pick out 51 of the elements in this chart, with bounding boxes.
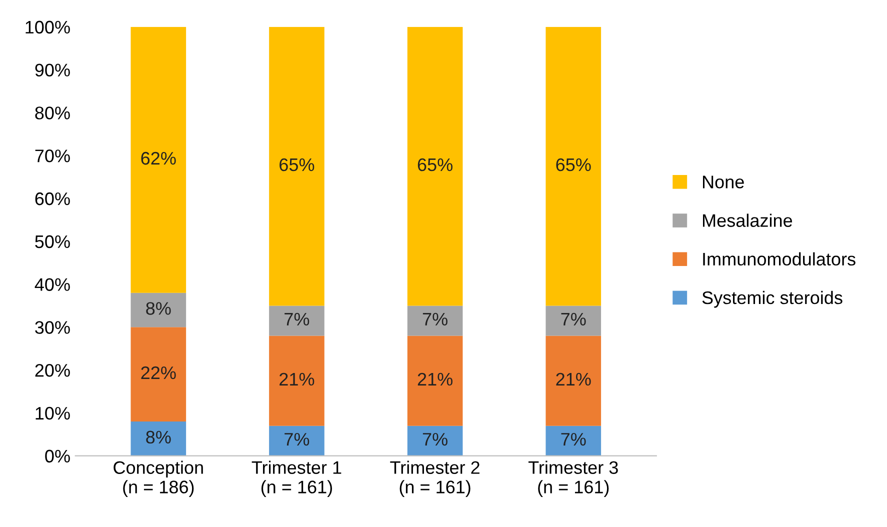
data-label: 8% [146, 302, 171, 315]
bar [269, 426, 324, 456]
y-tick-label: 50% [35, 235, 70, 248]
y-tick-label: 40% [34, 278, 70, 291]
legend-label: None [703, 176, 744, 188]
data-label: 22% [141, 366, 176, 380]
bar [269, 26, 324, 306]
data-label: 21% [556, 372, 591, 386]
x-tick-label: Conception (n = 186) [114, 460, 203, 497]
data-label: 7% [561, 312, 586, 326]
bar [130, 26, 186, 293]
x-tick-label: Trimester 3 (n = 161) [528, 460, 618, 497]
data-label: 65% [280, 158, 314, 172]
bar [546, 26, 602, 306]
bar [546, 336, 602, 426]
bar [546, 426, 602, 456]
y-tick-label: 0% [45, 450, 70, 463]
y-tick-label: 90% [35, 64, 70, 76]
x-tick-label: Trimester 2 (n = 161) [390, 460, 480, 497]
data-label: 21% [280, 372, 314, 386]
y-tick-label: 100% [26, 20, 70, 34]
data-label: 65% [418, 158, 452, 172]
y-tick-label: 10% [36, 406, 70, 420]
y-tick-label: 70% [35, 150, 70, 162]
bar [130, 422, 186, 456]
y-tick-label: 20% [35, 364, 70, 377]
data-label: 7% [422, 432, 448, 446]
bar [407, 26, 463, 306]
x-tick-label: Trimester 1 (n = 161) [252, 460, 342, 497]
bar [546, 306, 602, 336]
bar [269, 336, 324, 426]
y-tick-label: 80% [35, 106, 70, 120]
data-label: 7% [561, 432, 586, 446]
bar [407, 306, 463, 336]
data-label: 21% [418, 372, 452, 386]
bar [407, 426, 463, 456]
legend-label: Systemic steroids [702, 290, 842, 308]
data-label: 7% [422, 312, 448, 326]
legend-label: Immunomodulators [703, 252, 856, 266]
data-label: 7% [284, 432, 310, 446]
data-label: 8% [146, 430, 171, 444]
data-label: 65% [556, 158, 591, 172]
legend-label: Mesalazine [703, 214, 792, 227]
bar [130, 327, 186, 422]
bar [269, 306, 324, 336]
data-label: 62% [141, 152, 176, 165]
bar [407, 336, 463, 426]
bar [130, 292, 186, 328]
data-label: 7% [284, 312, 310, 326]
y-tick-label: 60% [35, 192, 70, 206]
y-tick-label: 30% [35, 321, 70, 334]
